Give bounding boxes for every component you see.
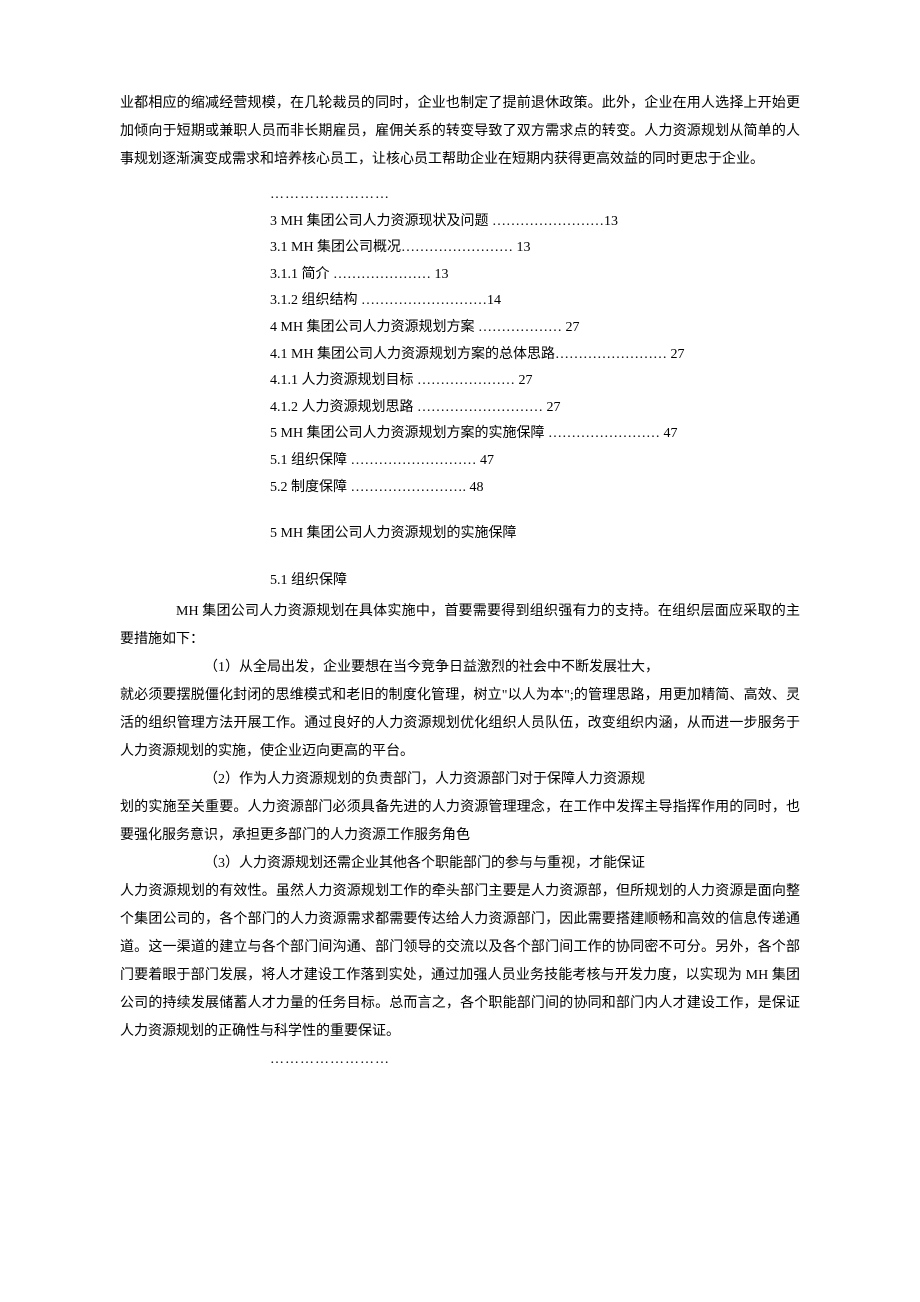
section-5-1-point1-rest: 就必须要摆脱僵化封闭的思维模式和老旧的制度化管理，树立"以人为本";的管理思路，… (120, 682, 800, 766)
section-5-1-title: 5.1 组织保障 (120, 568, 800, 595)
section-5-1-point3-rest: 人力资源规划的有效性。虽然人力资源规划工作的牵头部门主要是人力资源部，但所规划的… (120, 878, 800, 1046)
chapter-title: 5 MH 集团公司人力资源规划的实施保障 (120, 521, 800, 548)
section-5-1-point2-rest: 划的实施至关重要。人力资源部门必须具备先进的人力资源管理理念，在工作中发挥主导指… (120, 794, 800, 850)
toc-item: 4 MH 集团公司人力资源规划方案 ……………… 27 (270, 315, 800, 342)
toc-item: 5.2 制度保障 ……………………. 48 (270, 475, 800, 502)
opening-paragraph: 业都相应的缩减经营规模，在几轮裁员的同时，企业也制定了提前退休政策。此外，企业在… (120, 90, 800, 174)
section-5-1-point1-prefix: （1）从全局出发，企业要想在当今竞争日益激烈的社会中不断发展壮大， (120, 654, 800, 682)
section-5-1-point2-prefix: （2）作为人力资源规划的负责部门，人力资源部门对于保障人力资源规 (120, 766, 800, 794)
toc-item: 5 MH 集团公司人力资源规划方案的实施保障 …………………… 47 (270, 421, 800, 448)
section-5-1-point3-prefix: （3）人力资源规划还需企业其他各个职能部门的参与与重视，才能保证 (120, 850, 800, 878)
toc-ellipsis-top: …………………… (270, 182, 800, 209)
toc-section: …………………… 3 MH 集团公司人力资源现状及问题 ……………………13 3… (120, 182, 800, 501)
toc-item: 3.1.1 简介 ………………… 13 (270, 262, 800, 289)
toc-item: 4.1 MH 集团公司人力资源规划方案的总体思路…………………… 27 (270, 342, 800, 369)
footer-ellipsis: …………………… (120, 1052, 800, 1068)
toc-item: 3.1.2 组织结构 ………………………14 (270, 288, 800, 315)
section-5-1-intro-line1: MH 集团公司人力资源规划在具体实施中，首要需要得到组织强有力的支持。在组织层面… (120, 598, 800, 654)
toc-item: 3 MH 集团公司人力资源现状及问题 ……………………13 (270, 209, 800, 236)
toc-item: 3.1 MH 集团公司概况…………………… 13 (270, 235, 800, 262)
toc-item: 5.1 组织保障 ……………………… 47 (270, 448, 800, 475)
toc-item: 4.1.1 人力资源规划目标 ………………… 27 (270, 368, 800, 395)
toc-item: 4.1.2 人力资源规划思路 ……………………… 27 (270, 395, 800, 422)
